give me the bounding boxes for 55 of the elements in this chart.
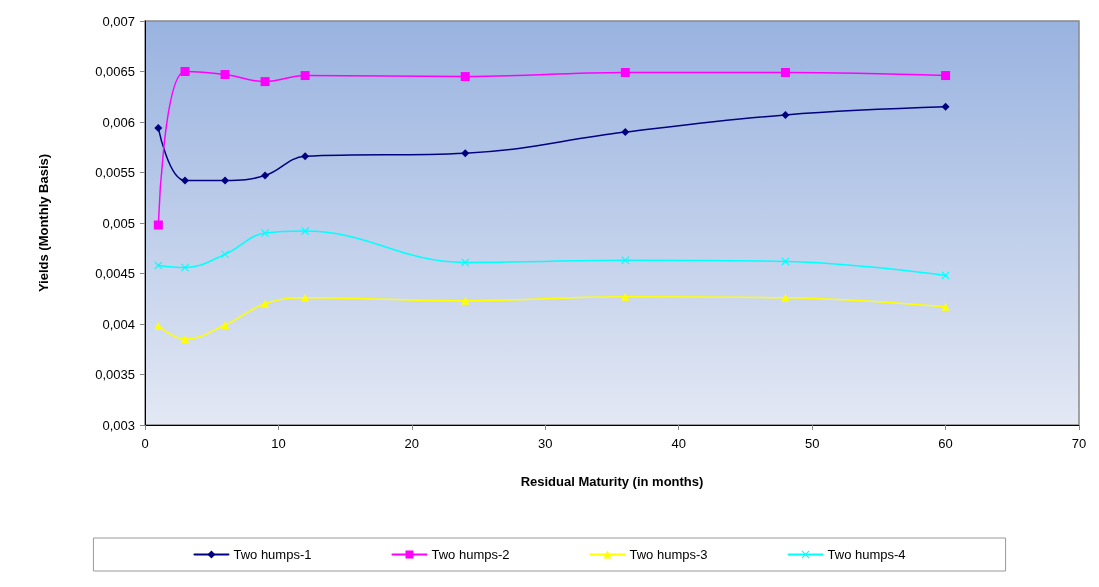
y-axis-title: Yields (Monthly Basis) [36, 153, 51, 293]
point [620, 68, 630, 78]
point [221, 250, 230, 259]
point [181, 263, 190, 272]
legend-label: Two humps-4 [827, 547, 906, 562]
x-tick-label: 30 [538, 436, 553, 451]
y-tick-label: 0,0045 [95, 266, 135, 281]
point [301, 152, 310, 161]
point [781, 293, 790, 302]
x-tick-label: 0 [141, 436, 149, 451]
point [220, 70, 230, 80]
point [941, 302, 950, 311]
point [461, 149, 470, 158]
point [781, 110, 790, 119]
point [461, 296, 470, 305]
point [621, 292, 630, 301]
point [621, 256, 630, 265]
point [780, 68, 790, 78]
point [154, 261, 163, 270]
point [221, 321, 230, 330]
y-tick-label: 0,0055 [95, 165, 135, 180]
point [261, 171, 270, 180]
legend-label: Two humps-3 [629, 547, 708, 562]
point [221, 176, 230, 185]
x-tick-label: 10 [271, 436, 286, 451]
y-tick-label: 0,007 [102, 13, 135, 29]
point [260, 77, 270, 87]
point [261, 299, 270, 308]
point [460, 72, 470, 82]
point [941, 71, 951, 81]
x-tick-label: 70 [1071, 436, 1087, 451]
x-tick-label: 50 [804, 436, 820, 451]
point [154, 322, 163, 331]
point [301, 293, 310, 302]
point [300, 71, 310, 81]
point [181, 176, 190, 185]
x-axis-title: Residual Maturity (in months) [520, 474, 704, 489]
x-tick-label: 20 [404, 436, 420, 451]
point [180, 67, 190, 76]
point [154, 124, 163, 133]
point [621, 128, 630, 137]
x-tick-label: 40 [671, 436, 686, 451]
y-tick-label: 0,003 [102, 417, 135, 433]
y-tick-label: 0,006 [102, 114, 135, 130]
x-tick-label: 60 [938, 436, 953, 451]
y-tick-label: 0,0035 [95, 367, 135, 382]
y-tick-label: 0,004 [102, 316, 135, 332]
y-tick-label: 0,005 [102, 215, 135, 231]
y-tick-label: 0,0065 [95, 64, 135, 79]
point [461, 258, 470, 267]
point [153, 220, 163, 230]
point [181, 335, 190, 344]
legend-label: Two humps-2 [431, 547, 510, 562]
point [941, 102, 950, 111]
legend-label: Two humps-1 [233, 547, 312, 562]
